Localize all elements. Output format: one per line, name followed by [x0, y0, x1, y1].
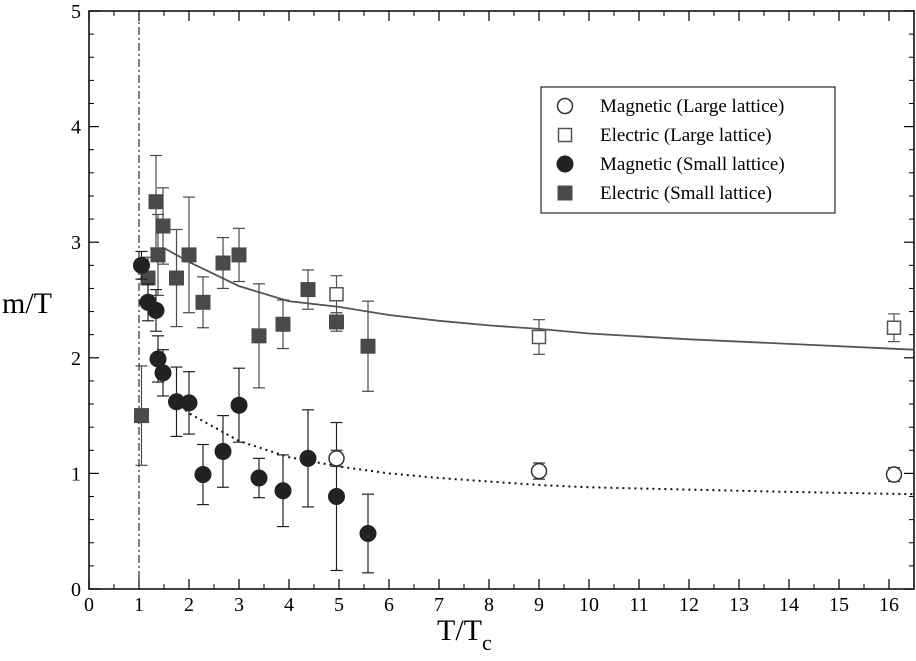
data-point	[230, 396, 248, 414]
data-point	[148, 194, 164, 210]
data-point	[231, 247, 247, 263]
data-point	[531, 329, 547, 345]
data-point	[195, 294, 211, 310]
legend-marker	[556, 155, 574, 173]
data-point	[300, 282, 316, 298]
electric-fit-curve	[163, 247, 915, 351]
data-point	[329, 286, 344, 302]
legend-label: Magnetic (Small lattice)	[600, 154, 785, 175]
y-tick-label: 1	[71, 463, 81, 485]
x-tick-label: 1	[134, 594, 144, 616]
x-tick-label: 13	[729, 594, 749, 616]
data-point	[275, 316, 291, 332]
x-tick-label: 16	[879, 594, 899, 616]
fit-layer	[163, 247, 915, 496]
legend-marker	[557, 185, 573, 201]
x-tick-label: 15	[829, 594, 849, 616]
data-point	[154, 364, 172, 382]
data-point	[530, 462, 548, 480]
y-tick-label: 5	[71, 1, 81, 23]
data-point	[360, 338, 376, 354]
x-tick-label: 6	[384, 594, 394, 616]
x-tick-label: 12	[679, 594, 699, 616]
legend-marker	[557, 127, 573, 143]
series-magnetic-large-lattice	[328, 449, 903, 483]
legend-label: Magnetic (Large lattice)	[600, 96, 784, 117]
x-axis-label-sub: c	[482, 630, 492, 655]
data-point	[885, 466, 903, 483]
data-point	[169, 270, 184, 286]
data-point	[134, 408, 149, 424]
x-tick-label: 7	[434, 594, 444, 616]
y-axis-label: m/T	[2, 287, 52, 320]
x-tick-label: 9	[534, 594, 544, 616]
x-tick-label: 14	[779, 594, 799, 616]
data-point	[299, 449, 317, 467]
data-point	[274, 482, 292, 500]
legend-entry-magnetic-small-lattice: Magnetic (Small lattice)	[556, 154, 785, 175]
legend-label: Electric (Small lattice)	[600, 183, 772, 204]
magnetic-fit-curve	[175, 400, 915, 496]
data-point	[214, 442, 232, 460]
series-electric-large-lattice	[329, 275, 902, 355]
data-point	[250, 469, 268, 487]
legend-entry-magnetic-large-lattice: Magnetic (Large lattice)	[556, 96, 784, 117]
data-point	[359, 525, 377, 543]
legend-entry-electric-large-lattice: Electric (Large lattice)	[557, 125, 772, 146]
legend-label: Electric (Large lattice)	[600, 125, 772, 146]
x-tick-label: 11	[629, 594, 648, 616]
x-tick-label: 5	[334, 594, 344, 616]
x-tick-label: 4	[284, 594, 294, 616]
data-point	[194, 466, 212, 484]
x-axis-label-main: T/T	[437, 614, 482, 647]
data-point	[251, 328, 267, 344]
data-point	[180, 394, 198, 412]
y-tick-label: 0	[71, 579, 81, 601]
series-electric-small-lattice	[134, 154, 376, 466]
data-point	[147, 301, 165, 319]
y-tick-label: 4	[71, 117, 81, 139]
plot-frame	[88, 10, 915, 590]
x-axis-label: T/Tc	[437, 614, 492, 655]
data-point	[329, 314, 344, 330]
x-tick-label: 10	[579, 594, 599, 616]
data-point	[133, 256, 150, 274]
data-point	[886, 320, 902, 335]
legend: Magnetic (Large lattice) Electric (Large …	[540, 86, 836, 214]
legend-marker	[556, 97, 574, 115]
data-point	[328, 488, 345, 506]
data-point	[155, 218, 171, 234]
data-point	[328, 450, 345, 467]
x-tick-label: 0	[84, 594, 94, 616]
y-tick-label: 3	[71, 232, 81, 254]
data-point	[181, 247, 197, 263]
y-tick-label: 2	[71, 348, 81, 370]
x-tick-label: 2	[184, 594, 194, 616]
legend-box	[540, 86, 836, 214]
x-tick-label: 3	[234, 594, 244, 616]
points-layer	[133, 154, 903, 574]
series-magnetic-small-lattice	[133, 250, 377, 574]
data-point	[215, 255, 231, 271]
legend-entry-electric-small-lattice: Electric (Small lattice)	[557, 183, 772, 204]
x-tick-label: 8	[484, 594, 494, 616]
data-point	[150, 247, 166, 263]
